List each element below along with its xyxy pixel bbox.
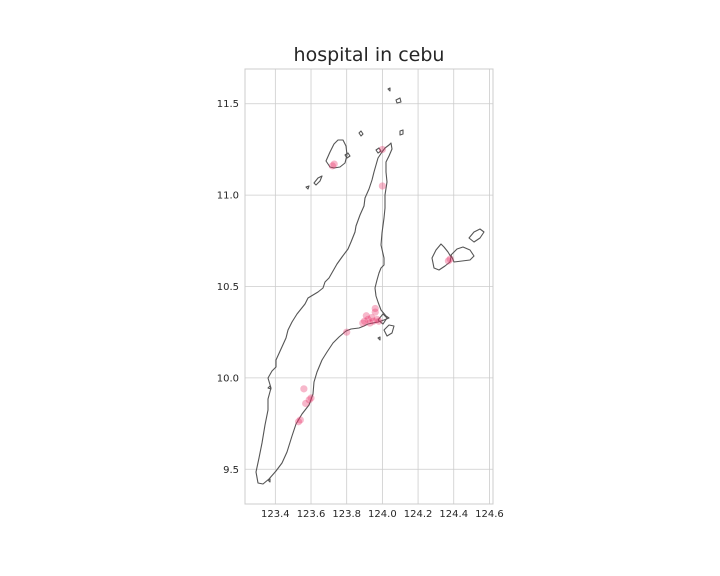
x-axis-ticks: 123.4 123.6 123.8 124.0 124.2 124.4 124.6 bbox=[261, 509, 504, 520]
small-island-outline bbox=[358, 130, 364, 137]
hospital-marker bbox=[307, 394, 315, 402]
y-axis-ticks: 9.5 10.0 10.5 11.0 11.5 bbox=[217, 99, 239, 476]
mactan-island-outline bbox=[377, 313, 388, 325]
cebu-island-outline bbox=[255, 142, 393, 485]
x-tick-label: 123.8 bbox=[332, 509, 361, 520]
x-tick-label: 123.6 bbox=[297, 509, 326, 520]
y-tick-label: 11.5 bbox=[217, 99, 239, 110]
hospital-marker bbox=[330, 160, 338, 168]
hospital-marker bbox=[359, 319, 367, 327]
hospital-marker bbox=[364, 315, 372, 323]
x-tick-label: 124.6 bbox=[475, 509, 504, 520]
hospital-marker bbox=[300, 385, 308, 393]
y-tick-label: 10.0 bbox=[217, 373, 239, 384]
hospital-marker bbox=[444, 257, 452, 265]
small-island-outline bbox=[313, 175, 323, 186]
y-tick-label: 11.0 bbox=[217, 191, 239, 202]
bantayan-island-outline bbox=[325, 139, 348, 169]
hospital-marker bbox=[294, 418, 303, 426]
olango-island-outline bbox=[383, 324, 395, 337]
x-tick-label: 124.4 bbox=[439, 509, 468, 520]
small-island-outline bbox=[267, 478, 271, 483]
hospital-marker bbox=[371, 304, 379, 313]
hospital-marker bbox=[366, 319, 374, 327]
hospital-points bbox=[294, 145, 454, 426]
small-island-outline bbox=[375, 147, 382, 154]
small-island-outline bbox=[387, 87, 391, 92]
small-island-outline bbox=[344, 152, 351, 159]
map-title: hospital in cebu bbox=[293, 44, 445, 66]
hospital-marker bbox=[375, 317, 383, 325]
hospital-marker bbox=[328, 162, 337, 170]
hospital-marker bbox=[378, 182, 386, 190]
small-island-outline bbox=[377, 336, 381, 341]
small-island-outline bbox=[395, 97, 402, 104]
y-tick-label: 10.5 bbox=[217, 282, 239, 293]
hospital-marker bbox=[368, 313, 376, 322]
hospital-marker bbox=[371, 308, 379, 316]
hospital-marker bbox=[360, 317, 369, 325]
hospital-marker bbox=[343, 328, 351, 336]
hospital-marker bbox=[373, 315, 381, 323]
hospital-marker bbox=[362, 312, 370, 320]
hospital-marker bbox=[296, 416, 304, 424]
camotes-island-outline bbox=[450, 246, 475, 263]
y-tick-label: 9.5 bbox=[223, 465, 239, 476]
hospital-marker bbox=[305, 396, 313, 404]
small-island-outline bbox=[399, 129, 404, 136]
hospital-marker bbox=[369, 317, 378, 325]
hospital-marker bbox=[378, 145, 386, 154]
x-tick-label: 124.2 bbox=[404, 509, 433, 520]
small-island-outline bbox=[305, 185, 310, 190]
hospital-marker bbox=[446, 255, 454, 263]
small-island-outline bbox=[267, 385, 272, 390]
island-outlines bbox=[255, 87, 485, 485]
hospital-marker bbox=[302, 399, 310, 408]
x-tick-label: 124.0 bbox=[368, 509, 397, 520]
camotes-island-outline bbox=[431, 243, 452, 271]
x-tick-label: 123.4 bbox=[261, 509, 290, 520]
grid-lines bbox=[245, 69, 493, 504]
camotes-island-outline bbox=[468, 228, 485, 243]
